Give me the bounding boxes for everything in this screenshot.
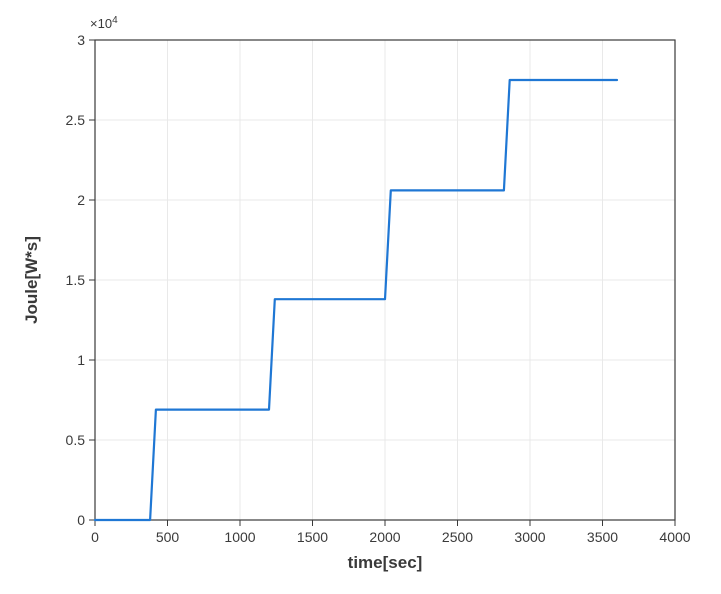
x-tick-label: 4000 — [659, 529, 690, 545]
x-tick-label: 3000 — [514, 529, 545, 545]
x-tick-label: 1000 — [224, 529, 255, 545]
x-tick-label: 0 — [91, 529, 99, 545]
x-tick-label: 2000 — [369, 529, 400, 545]
y-tick-label: 0.5 — [66, 432, 86, 448]
x-tick-label: 1500 — [297, 529, 328, 545]
step-chart: 0 500 1000 1500 2000 2500 3000 3500 4000 0 0.5 1 1.5… — [0, 0, 721, 594]
x-tick-label: 3500 — [587, 529, 618, 545]
y-tick-label: 1 — [77, 352, 85, 368]
x-tick-label: 500 — [156, 529, 180, 545]
y-tick-label: 2 — [77, 192, 85, 208]
y-tick-label: 3 — [77, 32, 85, 48]
y-tick-label: 2.5 — [66, 112, 86, 128]
chart-svg: 0 500 1000 1500 2000 2500 3000 3500 4000 0 0.5 1 1.5… — [0, 0, 721, 594]
x-tick-label: 2500 — [442, 529, 473, 545]
y-tick-label: 1.5 — [66, 272, 86, 288]
y-axis-label: Joule[W*s] — [22, 236, 41, 324]
y-tick-label: 0 — [77, 512, 85, 528]
x-axis-label: time[sec] — [348, 553, 423, 572]
